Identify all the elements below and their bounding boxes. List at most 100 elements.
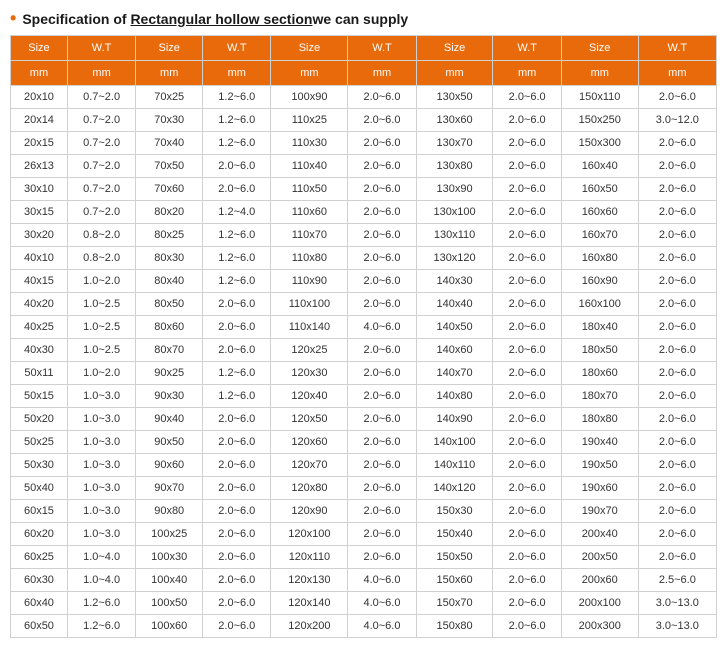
cell-size: 120x200 [271, 615, 348, 638]
cell-size: 140x110 [416, 454, 493, 477]
cell-size: 130x80 [416, 155, 493, 178]
cell-wt: 4.0~6.0 [348, 316, 416, 339]
table-row: 40x100.8~2.080x301.2~6.0110x802.0~6.0130… [11, 247, 717, 270]
cell-wt: 2.0~6.0 [348, 385, 416, 408]
cell-size: 130x50 [416, 86, 493, 109]
cell-wt: 2.0~6.0 [203, 569, 271, 592]
cell-wt: 2.0~6.0 [203, 523, 271, 546]
cell-wt: 2.0~6.0 [638, 132, 716, 155]
table-row: 40x151.0~2.080x401.2~6.0110x902.0~6.0140… [11, 270, 717, 293]
table-row: 60x251.0~4.0100x302.0~6.0120x1102.0~6.01… [11, 546, 717, 569]
table-row: 50x401.0~3.090x702.0~6.0120x802.0~6.0140… [11, 477, 717, 500]
cell-size: 120x140 [271, 592, 348, 615]
col-header-unit: mm [11, 61, 68, 86]
cell-size: 50x30 [11, 454, 68, 477]
table-row: 20x150.7~2.070x401.2~6.0110x302.0~6.0130… [11, 132, 717, 155]
cell-size: 80x60 [136, 316, 203, 339]
cell-wt: 0.8~2.0 [67, 247, 135, 270]
col-header-size-wt: Size [136, 36, 203, 61]
cell-wt: 2.0~6.0 [203, 178, 271, 201]
cell-wt: 1.2~6.0 [203, 132, 271, 155]
cell-wt: 1.0~3.0 [67, 477, 135, 500]
cell-size: 110x80 [271, 247, 348, 270]
cell-size: 120x90 [271, 500, 348, 523]
cell-wt: 0.7~2.0 [67, 201, 135, 224]
cell-wt: 3.0~13.0 [638, 592, 716, 615]
cell-size: 150x70 [416, 592, 493, 615]
table-row: 60x301.0~4.0100x402.0~6.0120x1304.0~6.01… [11, 569, 717, 592]
cell-wt: 0.8~2.0 [67, 224, 135, 247]
cell-wt: 2.0~6.0 [638, 385, 716, 408]
cell-wt: 2.0~6.0 [348, 477, 416, 500]
cell-size: 150x110 [561, 86, 638, 109]
cell-size: 120x30 [271, 362, 348, 385]
table-row: 50x151.0~3.090x301.2~6.0120x402.0~6.0140… [11, 385, 717, 408]
cell-size: 180x70 [561, 385, 638, 408]
cell-wt: 2.0~6.0 [493, 431, 561, 454]
table-row: 50x251.0~3.090x502.0~6.0120x602.0~6.0140… [11, 431, 717, 454]
cell-size: 120x50 [271, 408, 348, 431]
cell-size: 40x15 [11, 270, 68, 293]
col-header-unit: mm [561, 61, 638, 86]
cell-wt: 0.7~2.0 [67, 132, 135, 155]
col-header-size-wt: W.T [67, 36, 135, 61]
col-header-size-wt: Size [271, 36, 348, 61]
cell-wt: 1.2~6.0 [203, 362, 271, 385]
cell-size: 140x100 [416, 431, 493, 454]
cell-size: 80x40 [136, 270, 203, 293]
cell-size: 120x60 [271, 431, 348, 454]
cell-size: 60x30 [11, 569, 68, 592]
cell-wt: 2.0~6.0 [638, 224, 716, 247]
cell-size: 130x60 [416, 109, 493, 132]
cell-wt: 1.0~4.0 [67, 546, 135, 569]
cell-size: 190x40 [561, 431, 638, 454]
title-underlined: Rectangular hollow section [130, 11, 312, 27]
cell-wt: 2.0~6.0 [348, 293, 416, 316]
cell-size: 40x10 [11, 247, 68, 270]
cell-wt: 2.0~6.0 [348, 201, 416, 224]
cell-wt: 2.0~6.0 [638, 316, 716, 339]
cell-wt: 2.0~6.0 [493, 316, 561, 339]
cell-size: 50x15 [11, 385, 68, 408]
cell-size: 110x100 [271, 293, 348, 316]
cell-wt: 2.0~6.0 [348, 178, 416, 201]
cell-size: 90x25 [136, 362, 203, 385]
cell-wt: 2.0~6.0 [493, 523, 561, 546]
cell-wt: 1.0~3.0 [67, 408, 135, 431]
cell-size: 110x50 [271, 178, 348, 201]
cell-wt: 1.0~3.0 [67, 431, 135, 454]
cell-size: 26x13 [11, 155, 68, 178]
cell-size: 160x100 [561, 293, 638, 316]
cell-size: 60x15 [11, 500, 68, 523]
col-header-unit: mm [493, 61, 561, 86]
cell-size: 200x300 [561, 615, 638, 638]
cell-size: 110x60 [271, 201, 348, 224]
cell-size: 120x40 [271, 385, 348, 408]
cell-wt: 1.0~3.0 [67, 454, 135, 477]
cell-wt: 2.0~6.0 [638, 270, 716, 293]
col-header-size-wt: Size [11, 36, 68, 61]
title-row: • Specification of Rectangular hollow se… [10, 8, 717, 29]
cell-wt: 2.0~6.0 [493, 178, 561, 201]
cell-wt: 4.0~6.0 [348, 569, 416, 592]
cell-wt: 2.0~6.0 [203, 155, 271, 178]
cell-wt: 2.0~6.0 [493, 293, 561, 316]
cell-wt: 2.0~6.0 [638, 155, 716, 178]
cell-wt: 2.0~6.0 [638, 339, 716, 362]
cell-size: 160x50 [561, 178, 638, 201]
cell-size: 100x40 [136, 569, 203, 592]
cell-wt: 2.0~6.0 [348, 546, 416, 569]
table-row: 60x401.2~6.0100x502.0~6.0120x1404.0~6.01… [11, 592, 717, 615]
cell-wt: 2.0~6.0 [493, 224, 561, 247]
header-row-2: mmmmmmmmmmmmmmmmmmmm [11, 61, 717, 86]
cell-size: 70x40 [136, 132, 203, 155]
cell-size: 40x20 [11, 293, 68, 316]
cell-wt: 1.2~6.0 [67, 592, 135, 615]
cell-wt: 2.0~6.0 [203, 500, 271, 523]
table-row: 30x200.8~2.080x251.2~6.0110x702.0~6.0130… [11, 224, 717, 247]
col-header-size-wt: W.T [203, 36, 271, 61]
cell-size: 110x140 [271, 316, 348, 339]
cell-wt: 1.2~6.0 [203, 86, 271, 109]
cell-size: 100x25 [136, 523, 203, 546]
cell-size: 100x50 [136, 592, 203, 615]
